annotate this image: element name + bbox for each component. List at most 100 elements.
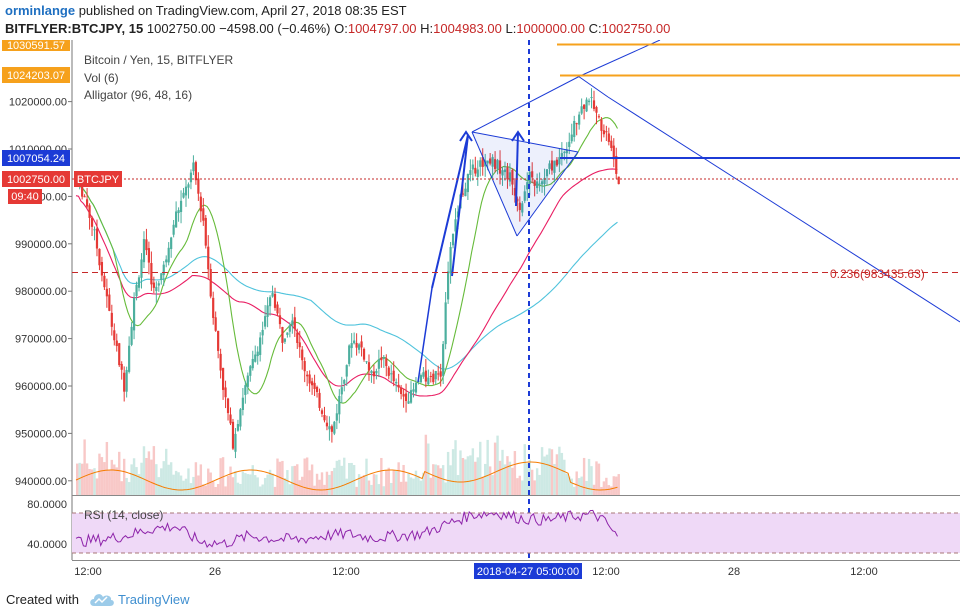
arrow-shaft-2[interactable] (515, 131, 519, 207)
volume-bar (88, 468, 91, 495)
candle-body (271, 293, 274, 297)
candle-body (110, 312, 113, 327)
volume-bar (103, 462, 106, 495)
volume-bar (375, 474, 378, 495)
close-label: C: (588, 21, 602, 36)
volume-bar (236, 482, 240, 495)
peak-connector[interactable] (577, 75, 609, 98)
candle-body (518, 202, 521, 211)
volume-bar (474, 461, 477, 495)
candle-body (132, 297, 136, 331)
volume-bar (118, 451, 121, 495)
volume-bar (568, 476, 571, 495)
candle-body (523, 191, 526, 201)
x-tick: 12:00 (74, 566, 102, 578)
volume-bar (207, 468, 210, 495)
tradingview-brand[interactable]: TradingView (118, 592, 190, 607)
volume-bar (605, 477, 608, 495)
descending-trendline[interactable] (607, 96, 960, 323)
candle-body (338, 395, 341, 415)
volume-bar (330, 471, 334, 495)
candle-body (212, 297, 215, 318)
volume-bar (461, 457, 465, 495)
volume-bar (449, 465, 452, 495)
candle-body (224, 387, 227, 398)
volume-bar (484, 463, 487, 495)
candle-body (491, 157, 494, 167)
rsi-line (75, 509, 618, 548)
volume-bar (130, 464, 133, 495)
volume-bar (454, 440, 457, 495)
volume-bar (466, 456, 470, 495)
candle-body (493, 159, 497, 170)
symbol-label: BITFLYER:BTCJPY, 15 (5, 21, 144, 36)
triangle-left-edge[interactable] (471, 131, 518, 237)
volume-bar (343, 457, 346, 495)
volume-bar (521, 480, 524, 495)
impulse-line-1[interactable] (417, 287, 433, 383)
candle-body (612, 145, 615, 160)
volume-bar (192, 476, 195, 495)
candle-body (429, 375, 432, 377)
volume-bar (432, 464, 435, 495)
y-tick-label: 960000.00 (15, 381, 67, 393)
candle-body (437, 373, 440, 375)
trend-drawings[interactable] (72, 40, 960, 383)
candle-body (298, 342, 301, 348)
candle-body (461, 193, 465, 195)
candle-body (471, 164, 474, 170)
candle-body (83, 196, 86, 198)
volume-bar (390, 482, 393, 495)
volume-bar (162, 461, 165, 495)
volume-bar (152, 446, 156, 495)
candle-body (88, 205, 91, 218)
volume-bar (419, 480, 423, 495)
candle-body (219, 353, 222, 371)
volume-bar (268, 469, 272, 495)
candle-body (98, 248, 101, 266)
candle-body (615, 155, 618, 174)
candle-body (357, 344, 361, 350)
volume-bar (508, 461, 512, 495)
volume-bar (301, 476, 304, 495)
candle-body (199, 196, 202, 212)
volume-bar (132, 458, 136, 495)
volume-bar (325, 471, 329, 495)
candle-body (454, 219, 457, 232)
impulse-line-3[interactable] (451, 134, 469, 277)
candle-body (397, 384, 400, 388)
volume-bar (582, 457, 586, 495)
upper-trendline[interactable] (471, 75, 581, 133)
volume-bar (221, 457, 225, 495)
low-label: L: (505, 21, 517, 36)
author-link[interactable]: orminlange (5, 3, 76, 18)
impulse-line-2[interactable] (431, 134, 469, 289)
candle-body (221, 367, 225, 390)
volume-bar (469, 455, 472, 495)
candle-body (533, 180, 536, 186)
price-chart[interactable]: 1020000.001010000.001000000.00990000.009… (0, 40, 960, 584)
volume-bar (135, 467, 138, 495)
volume-bar (580, 476, 583, 495)
candle-body (194, 162, 197, 181)
volume-bar (451, 449, 455, 495)
candlesticks (76, 88, 620, 459)
volume-bar (95, 478, 99, 495)
candle-body (419, 375, 423, 383)
volume-bar (459, 450, 462, 495)
volume-bar (194, 462, 198, 495)
candle-body (617, 176, 620, 185)
volume-bar (305, 457, 309, 495)
candle-body (251, 358, 254, 369)
candle-body (570, 134, 573, 142)
candle-body (315, 386, 319, 393)
volume-bar (241, 471, 245, 495)
footer: Created with TradingView (0, 584, 960, 616)
candle-body (231, 421, 235, 449)
candle-body (605, 131, 608, 133)
upper-trendline-extension[interactable] (579, 40, 661, 77)
candle-body (241, 397, 244, 410)
triangle-right-edge[interactable] (516, 151, 579, 237)
candle-body (447, 271, 450, 300)
triangle-top-edge[interactable] (471, 131, 579, 153)
